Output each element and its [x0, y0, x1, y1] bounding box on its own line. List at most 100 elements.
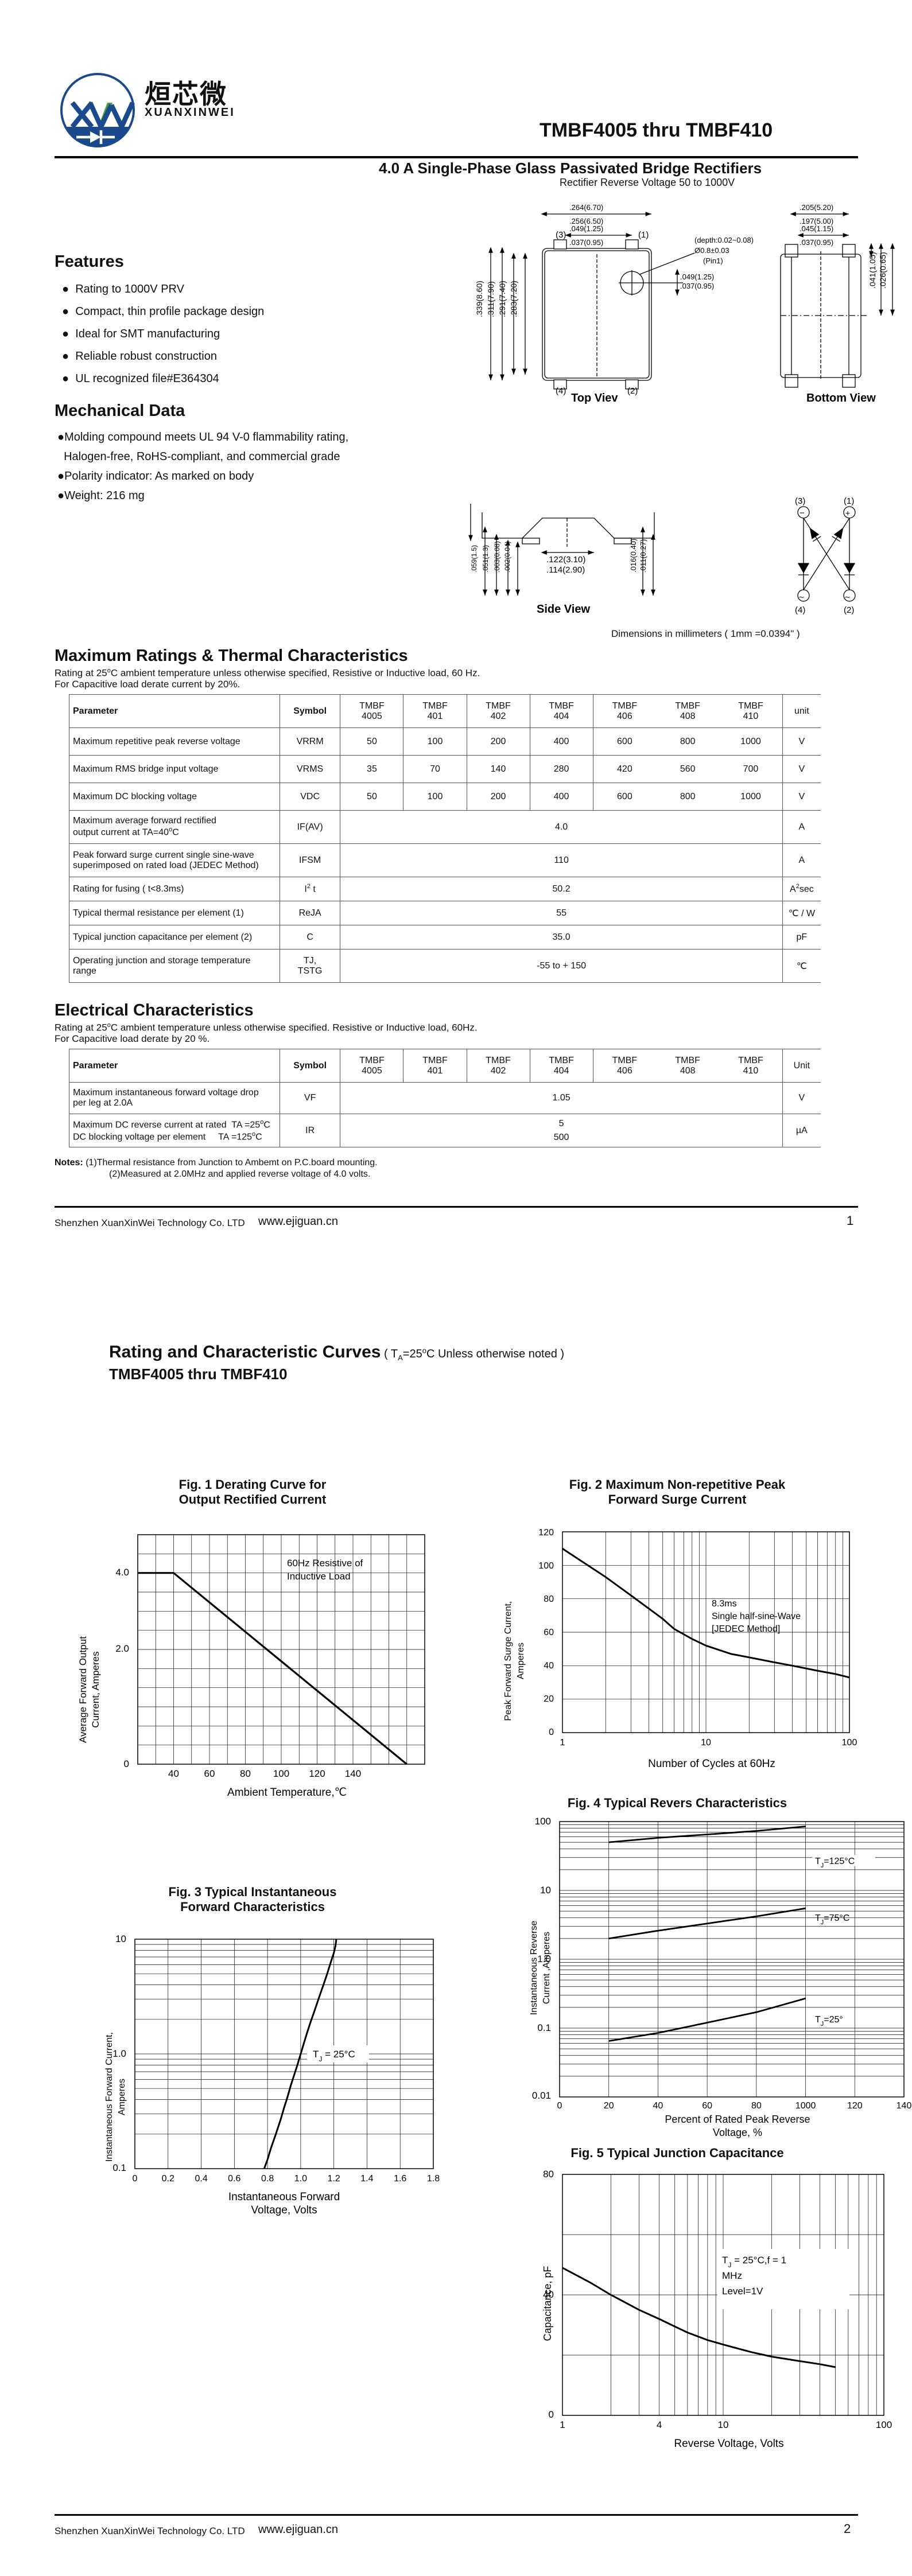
svg-text:20: 20 — [604, 2101, 614, 2111]
svg-text:Ambient Temperature,℃: Ambient Temperature,℃ — [227, 1787, 347, 1799]
svg-text:10: 10 — [115, 1933, 126, 1944]
svg-text:.045(1.15): .045(1.15) — [800, 224, 833, 233]
svg-text:1.2: 1.2 — [328, 2174, 340, 2184]
svg-text:Bottom View: Bottom View — [806, 392, 876, 404]
svg-text:Top Viev: Top Viev — [571, 392, 618, 404]
svg-text:Ø0.8±0.03: Ø0.8±0.03 — [694, 246, 729, 255]
svg-text:∼: ∼ — [844, 593, 851, 601]
svg-text:0.01: 0.01 — [532, 2090, 551, 2101]
svg-text:100: 100 — [273, 1768, 289, 1779]
svg-text:Amperes: Amperes — [117, 2079, 127, 2115]
svg-text:Percent of Rated Peak Reverse: Percent of Rated Peak Reverse — [665, 2114, 810, 2125]
svg-text:.059(1.5): .059(1.5) — [470, 545, 478, 573]
svg-text:Reverse Voltage, Volts: Reverse Voltage, Volts — [674, 2438, 783, 2450]
svg-text:Amperes: Amperes — [516, 1643, 526, 1679]
svg-text:(2): (2) — [844, 605, 854, 615]
svg-text:60: 60 — [204, 1768, 215, 1779]
svg-text:Voltage, Volts: Voltage, Volts — [251, 2204, 317, 2216]
svg-text:10: 10 — [540, 1885, 551, 1896]
svg-text:Number of Cycles at 60Hz: Number of Cycles at 60Hz — [648, 1758, 775, 1770]
svg-text:(1): (1) — [638, 230, 649, 240]
svg-text:60: 60 — [544, 1628, 554, 1637]
svg-text:120: 120 — [538, 1528, 554, 1538]
svg-text:0.4: 0.4 — [195, 2174, 207, 2184]
svg-text:.049(1.25): .049(1.25) — [569, 224, 603, 233]
svg-text:140: 140 — [897, 2101, 912, 2111]
svg-text:0.6: 0.6 — [228, 2174, 240, 2184]
svg-text:0: 0 — [549, 1727, 554, 1737]
svg-text:0.1: 0.1 — [112, 2162, 126, 2173]
svg-text:80: 80 — [543, 2169, 554, 2180]
svg-text:Capacitance, pF: Capacitance, pF — [542, 2266, 553, 2341]
svg-text:80: 80 — [240, 1768, 251, 1779]
svg-text:.026(0.65): .026(0.65) — [878, 252, 887, 289]
svg-text:TJ=75°C: TJ=75°C — [815, 1913, 849, 1926]
svg-text:.339(8.60): .339(8.60) — [475, 281, 484, 317]
svg-text:40: 40 — [168, 1768, 179, 1779]
svg-text:100: 100 — [876, 2419, 892, 2430]
svg-text:140: 140 — [345, 1768, 361, 1779]
svg-text:Average Forward Output: Average Forward Output — [77, 1636, 88, 1743]
svg-text:0: 0 — [557, 2101, 562, 2111]
svg-text:1.6: 1.6 — [394, 2174, 406, 2184]
svg-text:Voltage, %: Voltage, % — [713, 2127, 762, 2138]
svg-text:.049(1.25): .049(1.25) — [680, 273, 714, 281]
svg-text:(4): (4) — [556, 386, 566, 396]
svg-text:.205(5.20): .205(5.20) — [800, 203, 833, 212]
svg-text:(3): (3) — [556, 230, 566, 240]
svg-text:.037(0.95): .037(0.95) — [680, 282, 714, 290]
svg-text:4.0: 4.0 — [115, 1567, 129, 1578]
svg-text:Peak Forward Surge Current,: Peak Forward Surge Current, — [503, 1601, 513, 1721]
svg-text:MHz: MHz — [722, 2270, 742, 2281]
svg-text:100: 100 — [535, 1816, 551, 1827]
svg-text:40: 40 — [653, 2101, 663, 2111]
svg-text:(depth:0.02~0.08): (depth:0.02~0.08) — [694, 236, 754, 244]
svg-text:+: + — [845, 508, 850, 517]
svg-text:10: 10 — [718, 2419, 729, 2430]
svg-text:−: − — [800, 508, 805, 518]
svg-text:0: 0 — [124, 1758, 129, 1769]
svg-text:.264(6.70): .264(6.70) — [569, 203, 603, 212]
svg-text:80: 80 — [544, 1594, 554, 1604]
svg-text:0: 0 — [133, 2174, 138, 2184]
svg-text:10: 10 — [701, 1738, 711, 1748]
svg-text:60: 60 — [702, 2101, 712, 2111]
svg-text:.051(1.3): .051(1.3) — [482, 545, 490, 573]
svg-text:∼: ∼ — [798, 593, 805, 601]
svg-text:1.0: 1.0 — [294, 2174, 307, 2184]
svg-text:0: 0 — [549, 2409, 554, 2420]
svg-text:1.0: 1.0 — [537, 1954, 551, 1964]
svg-text:120: 120 — [309, 1768, 325, 1779]
svg-text:100: 100 — [538, 1561, 554, 1571]
svg-text:.122(3.10): .122(3.10) — [546, 555, 585, 565]
svg-text:1.0: 1.0 — [112, 2048, 126, 2059]
svg-text:Inductive Load: Inductive Load — [287, 1571, 351, 1582]
svg-text:0.1: 0.1 — [537, 2022, 551, 2033]
svg-text:40: 40 — [544, 1661, 554, 1671]
svg-text:Current ,Amperes: Current ,Amperes — [542, 1932, 552, 2004]
svg-text:.291(7.40): .291(7.40) — [498, 281, 507, 317]
svg-text:120: 120 — [847, 2101, 863, 2111]
svg-text:Instantaneous Forward: Instantaneous Forward — [228, 2191, 340, 2203]
svg-text:(2): (2) — [627, 386, 638, 396]
svg-text:0.8: 0.8 — [261, 2174, 274, 2184]
svg-text:1: 1 — [560, 2419, 565, 2430]
svg-text:[JEDEC Method]: [JEDEC Method] — [712, 1624, 780, 1634]
svg-text:.003(0.08): .003(0.08) — [493, 541, 501, 573]
svg-text:.041(1.05): .041(1.05) — [868, 252, 877, 289]
svg-text:(4): (4) — [795, 605, 805, 615]
svg-text:.311(7.90): .311(7.90) — [486, 281, 495, 317]
svg-text:2.0: 2.0 — [115, 1643, 129, 1654]
svg-text:.283(7.20): .283(7.20) — [509, 281, 518, 317]
svg-text:Instantaneous Reverse: Instantaneous Reverse — [529, 1921, 539, 2015]
svg-text:Side View: Side View — [537, 603, 590, 616]
svg-text:(3): (3) — [795, 496, 805, 506]
svg-text:40: 40 — [543, 2289, 554, 2300]
svg-text:20: 20 — [544, 1694, 554, 1704]
svg-text:100: 100 — [842, 1738, 857, 1748]
svg-text:8.3ms: 8.3ms — [712, 1599, 737, 1609]
svg-text:1000: 1000 — [795, 2101, 816, 2111]
svg-text:60Hz Resistive of: 60Hz Resistive of — [287, 1558, 363, 1569]
svg-text:4: 4 — [657, 2419, 662, 2430]
svg-text:.037(0.95): .037(0.95) — [569, 238, 603, 247]
